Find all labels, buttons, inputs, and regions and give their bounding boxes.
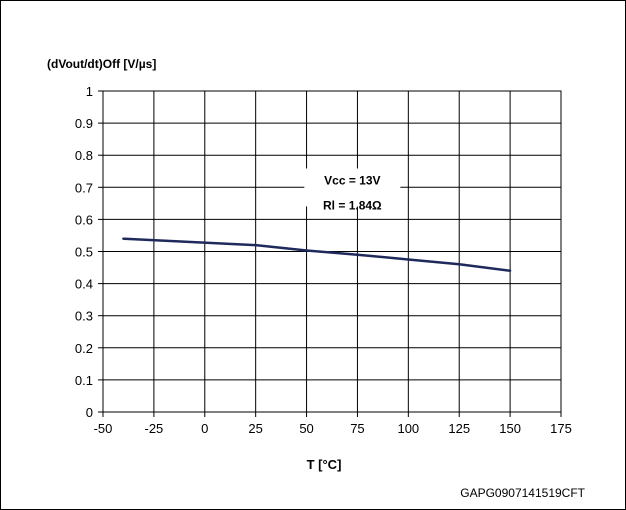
annotation-rl: Rl = 1.84Ω (323, 199, 382, 213)
axes (98, 90, 562, 417)
annotation-vcc: Vcc = 13V (324, 173, 380, 187)
y-tick-label: 0.3 (75, 309, 93, 324)
y-tick-label: 0.2 (75, 341, 93, 356)
data-point (356, 253, 359, 256)
figure-code: GAPG0907141519CFT (460, 486, 585, 500)
data-point (508, 269, 512, 272)
x-tick-label: 50 (299, 421, 313, 436)
data-point (122, 237, 125, 240)
y-tick-label: 0.5 (75, 245, 93, 260)
y-tick-label: 0.4 (75, 277, 93, 292)
annotation-box (304, 168, 401, 207)
data-point (254, 243, 257, 247)
tick-labels: -50 -25 0 25 50 75 100 125 150 175 0 0.1 0.2 0.3 0.4 0.… (75, 84, 572, 436)
data-point (305, 249, 308, 252)
data-point (407, 258, 410, 261)
data-point (458, 263, 461, 266)
x-tick-label: -50 (94, 421, 113, 436)
x-tick-label: 175 (550, 421, 572, 436)
y-tick-label: 0.6 (75, 212, 93, 227)
y-tick-label: 0 (86, 405, 93, 420)
y-tick-label: 0.8 (75, 148, 93, 163)
x-axis-label: T [°C] (307, 457, 342, 472)
series-layer (122, 237, 512, 273)
y-tick-label: 1 (86, 84, 93, 99)
y-tick-label: 0.7 (75, 180, 93, 195)
x-tick-label: -25 (144, 421, 163, 436)
x-tick-label: 0 (201, 421, 208, 436)
y-tick-label: 0.1 (75, 373, 93, 388)
x-tick-label: 125 (448, 421, 470, 436)
chart-title: (dVout/dt)Off [V/µs] (47, 57, 156, 71)
y-tick-label: 0.9 (75, 116, 93, 131)
x-tick-label: 75 (350, 421, 364, 436)
x-tick-label: 25 (248, 421, 262, 436)
x-tick-label: 100 (397, 421, 419, 436)
x-tick-label: 150 (499, 421, 521, 436)
